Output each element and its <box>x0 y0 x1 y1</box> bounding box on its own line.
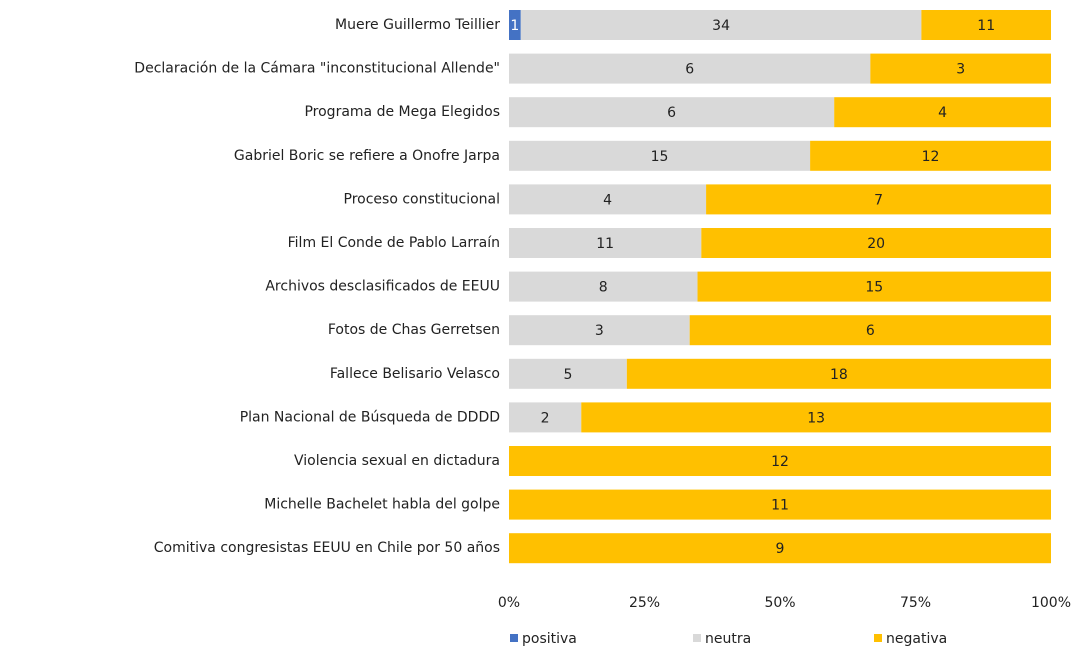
data-label: 3 <box>956 62 965 78</box>
bar-segment <box>509 446 1051 476</box>
bar-segment <box>697 271 1051 302</box>
data-label: 8 <box>599 280 608 296</box>
data-label: 20 <box>867 236 885 252</box>
legend-swatch <box>693 634 701 642</box>
data-label: 6 <box>685 62 694 78</box>
data-label: 6 <box>866 323 875 339</box>
legend-label: negativa <box>886 631 947 647</box>
bar-segment <box>509 53 871 84</box>
y-tick-label: Fallece Belisario Velasco <box>330 366 500 382</box>
legend-label: positiva <box>522 631 577 647</box>
y-tick-label: Archivos desclasificados de EEUU <box>265 279 500 295</box>
data-label: 4 <box>603 192 612 208</box>
y-tick-label: Muere Guillermo Teillier <box>335 17 500 33</box>
data-label: 1 <box>510 18 519 34</box>
y-tick-label: Declaración de la Cámara "inconstitucion… <box>134 61 500 77</box>
bar-segment <box>706 184 1051 215</box>
bar-segment <box>626 358 1051 389</box>
data-label: 4 <box>938 105 947 121</box>
bar-segment <box>509 228 702 258</box>
data-label: 9 <box>776 541 785 557</box>
data-label: 15 <box>865 280 883 296</box>
data-label: 15 <box>651 149 669 165</box>
bar-segment <box>509 315 690 346</box>
bar-segment <box>870 53 1051 84</box>
y-tick-label: Gabriel Boric se refiere a Onofre Jarpa <box>234 148 500 164</box>
y-tick-label: Proceso constitucional <box>344 191 501 207</box>
data-label: 6 <box>667 105 676 121</box>
data-label: 2 <box>541 410 550 426</box>
bar-segment <box>581 402 1051 433</box>
bar-segment <box>509 10 521 40</box>
data-label: 11 <box>977 18 995 34</box>
y-tick-label: Programa de Mega Elegidos <box>304 104 500 120</box>
y-tick-label: Violencia sexual en dictadura <box>294 453 500 469</box>
y-tick-label: Fotos de Chas Gerretsen <box>328 322 500 338</box>
bar-segment <box>509 533 1051 564</box>
x-tick-label: 0% <box>498 595 520 611</box>
data-label: 13 <box>807 410 825 426</box>
y-tick-label: Comitiva congresistas EEUU en Chile por … <box>154 540 500 556</box>
bar-segment <box>689 315 1051 346</box>
data-label: 34 <box>712 18 730 34</box>
bar-segment <box>509 184 707 215</box>
y-tick-label: Plan Nacional de Búsqueda de DDDD <box>240 409 500 425</box>
data-label: 5 <box>563 367 572 383</box>
bar-segment <box>921 10 1051 40</box>
x-tick-label: 100% <box>1031 595 1071 611</box>
bar-segment <box>509 97 835 128</box>
data-label: 11 <box>596 236 614 252</box>
data-label: 12 <box>771 454 789 470</box>
bar-segment <box>509 489 1051 520</box>
bar-segment <box>834 97 1051 128</box>
x-tick-label: 75% <box>900 595 931 611</box>
bar-segment <box>509 358 627 389</box>
data-label: 3 <box>595 323 604 339</box>
data-label: 11 <box>771 498 789 514</box>
x-tick-label: 50% <box>764 595 795 611</box>
bar-segment <box>509 402 582 433</box>
legend-label: neutra <box>705 631 751 647</box>
bar-segment <box>810 140 1051 171</box>
y-tick-label: Michelle Bachelet habla del golpe <box>264 497 500 513</box>
legend-swatch <box>874 634 882 642</box>
bar-segment <box>701 228 1051 258</box>
bar-segment <box>520 10 922 40</box>
x-tick-label: 25% <box>629 595 660 611</box>
legend-swatch <box>510 634 518 642</box>
bar-segment <box>509 140 811 171</box>
data-label: 7 <box>874 192 883 208</box>
bar-segment <box>509 271 698 302</box>
y-tick-label: Film El Conde de Pablo Larraín <box>288 235 500 251</box>
data-label: 18 <box>830 367 848 383</box>
data-label: 12 <box>922 149 940 165</box>
